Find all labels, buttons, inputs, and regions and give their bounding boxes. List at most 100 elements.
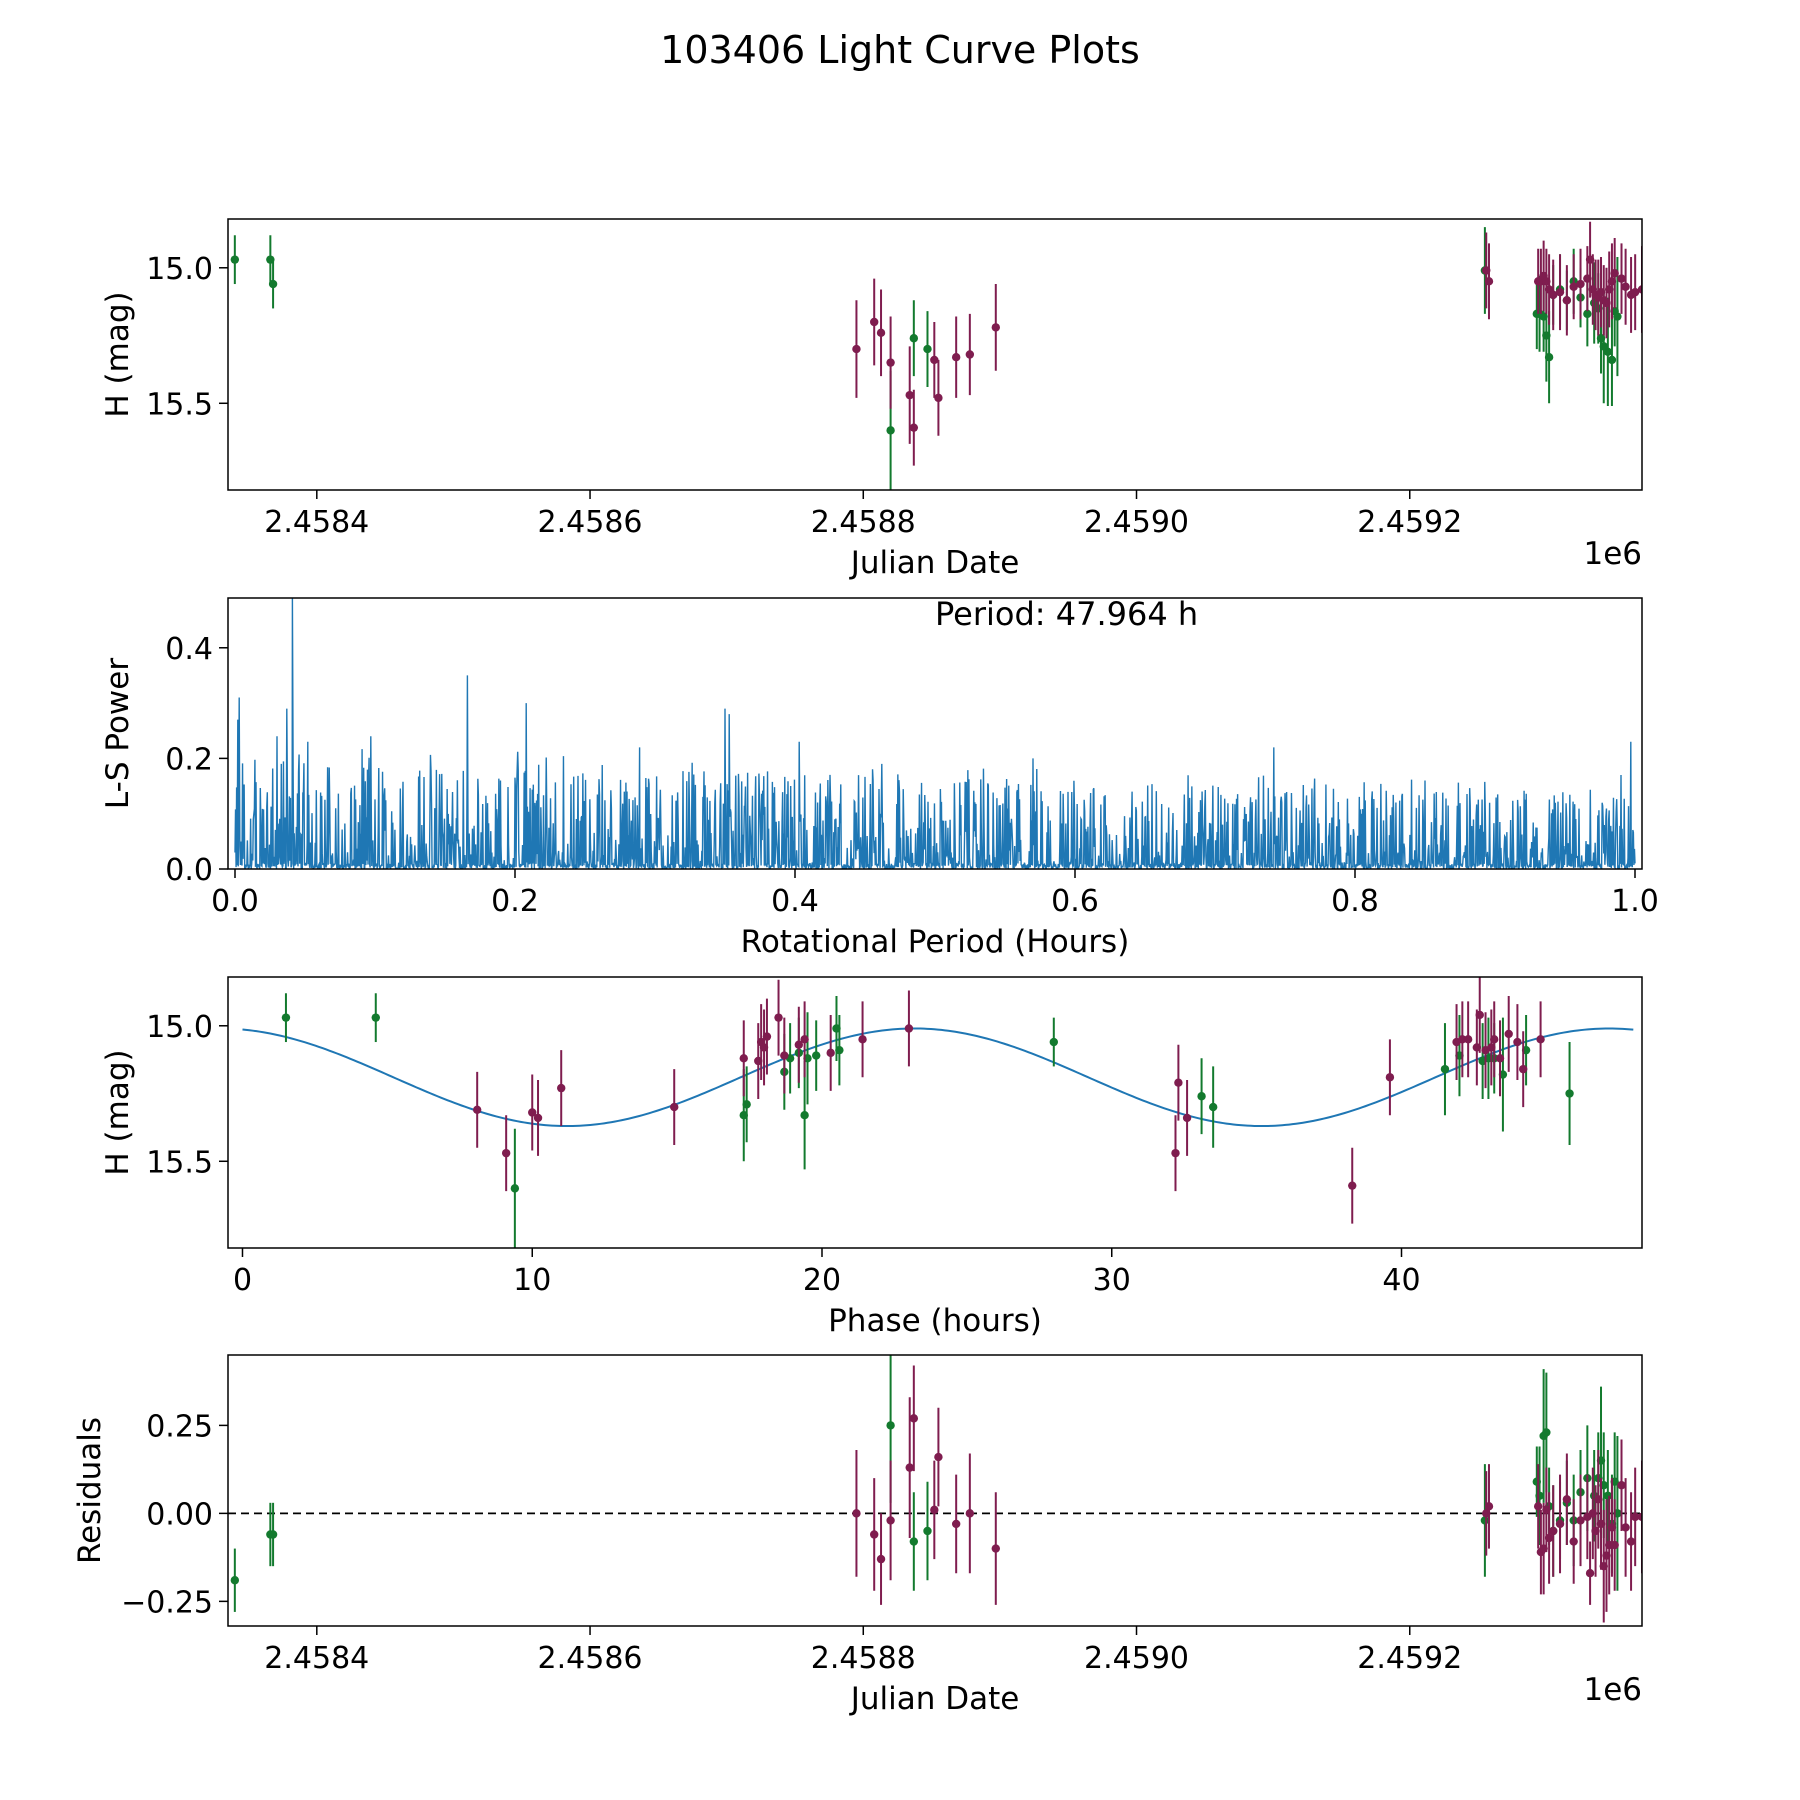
purple-data-point (1637, 1512, 1642, 1522)
purple-data-point (991, 1544, 1000, 1553)
chart-4-xtick-label: 2.4584 (264, 1641, 369, 1676)
purple-data-point (794, 1040, 804, 1049)
green-data-point (886, 426, 895, 435)
purple-data-point (472, 1105, 482, 1114)
chart-2-xlabel: Rotational Period (Hours) (741, 924, 1130, 960)
green-data-point (1542, 1428, 1551, 1437)
chart-2-xtick-label: 0.2 (491, 884, 539, 919)
chart-2-xtick-label: 0.8 (1331, 884, 1379, 919)
green-data-point (1603, 347, 1613, 356)
green-data-point (1565, 1089, 1574, 1098)
purple-data-point (951, 353, 961, 362)
purple-data-point (780, 1051, 789, 1060)
purple-data-point (1610, 1540, 1619, 1550)
purple-data-point (1536, 1035, 1545, 1044)
green-data-point (1544, 353, 1554, 362)
green-data-point (281, 1013, 291, 1022)
chart-2-plot-area (234, 598, 1636, 869)
chart-3-xtick-label: 30 (1093, 1263, 1131, 1298)
green-data-point (1440, 1064, 1450, 1074)
purple-data-point (1463, 1035, 1473, 1044)
green-data-point (1197, 1092, 1206, 1101)
purple-data-point (1630, 1512, 1640, 1522)
purple-data-point (1519, 1064, 1528, 1074)
chart-2-ylabel: L-S Power (100, 658, 136, 809)
chart-3-ytick-label: 15.5 (146, 1145, 213, 1180)
chart-2-xtick-label: 1.0 (1611, 884, 1659, 919)
purple-data-point (1555, 287, 1565, 297)
green-data-point (1208, 1102, 1218, 1112)
purple-data-point (1495, 1054, 1505, 1063)
purple-data-point (1576, 279, 1585, 289)
chart-1-ytick-label: 15.5 (146, 387, 213, 422)
period-annotation: Period: 47.964 h (935, 595, 1198, 633)
purple-data-point (1174, 1078, 1183, 1087)
purple-data-point (1617, 274, 1626, 283)
purple-data-point (1562, 296, 1572, 305)
purple-data-point (1533, 1502, 1543, 1511)
purple-data-point (1555, 1519, 1565, 1529)
purple-data-point (762, 1032, 772, 1041)
chart-3-plot-area (242, 977, 1634, 1248)
purple-data-point (1548, 290, 1558, 300)
chart-4-plot-area (228, 1355, 1642, 1623)
purple-data-point (826, 1048, 835, 1058)
chart-2-ytick-label: 0.4 (165, 632, 213, 667)
chart-1-ytick-label: 15.0 (146, 252, 213, 287)
purple-data-point (870, 1530, 879, 1539)
purple-data-point (905, 1463, 914, 1472)
purple-data-point (528, 1108, 537, 1117)
purple-data-point (909, 1414, 919, 1423)
chart-2-ytick-label: 0.0 (165, 853, 213, 888)
purple-data-point (1637, 285, 1642, 294)
chart-3-xtick-label: 20 (803, 1263, 841, 1298)
chart-3-xtick-label: 0 (233, 1263, 252, 1298)
chart-4-frame (227, 1354, 1643, 1627)
chart-4-offset-label: 1e6 (1583, 1672, 1642, 1708)
green-data-point (1480, 1516, 1490, 1525)
purple-data-point (1569, 1537, 1578, 1546)
green-data-point (909, 334, 919, 343)
green-data-point (1535, 1491, 1544, 1500)
purple-data-point (1585, 1569, 1595, 1578)
green-data-point (742, 1100, 751, 1109)
green-data-point (230, 255, 240, 264)
purple-data-point (1544, 1533, 1554, 1543)
chart-1-xlabel: Julian Date (849, 545, 1020, 581)
model-curve (242, 1027, 1634, 1128)
purple-data-point (876, 328, 886, 338)
purple-data-point (965, 1509, 975, 1518)
green-data-point (835, 1045, 844, 1055)
green-data-point (1583, 309, 1592, 319)
purple-data-point (1610, 269, 1619, 278)
purple-data-point (904, 1024, 914, 1033)
purple-data-point (670, 1102, 679, 1112)
chart-4-ylabel: Residuals (72, 1417, 108, 1564)
green-data-point (268, 1530, 278, 1539)
green-data-point (923, 344, 932, 354)
purple-data-point (934, 1452, 943, 1462)
chart-1-frame (227, 218, 1643, 491)
green-data-point (1613, 312, 1622, 321)
chart-3-xlabel: Phase (hours) (828, 1303, 1042, 1339)
chart-3-frame (227, 976, 1643, 1249)
purple-data-point (1548, 1526, 1558, 1536)
chart-4-xtick-label: 2.4586 (538, 1641, 643, 1676)
purple-data-point (1182, 1113, 1192, 1123)
purple-data-point (1569, 282, 1578, 291)
purple-data-point (1626, 1537, 1636, 1546)
chart-1-offset-label: 1e6 (1583, 536, 1642, 572)
purple-data-point (1576, 1516, 1585, 1525)
green-data-point (371, 1013, 380, 1022)
purple-data-point (1385, 1073, 1395, 1082)
purple-data-point (1490, 1035, 1499, 1044)
green-data-point (268, 279, 278, 289)
chart-4-xtick-label: 2.4588 (811, 1641, 916, 1676)
purple-data-point (870, 317, 879, 327)
green-data-point (812, 1051, 821, 1060)
purple-data-point (1617, 1481, 1626, 1490)
purple-data-point (858, 1035, 867, 1044)
chart-4-xtick-label: 2.4590 (1084, 1641, 1189, 1676)
chart-4-ytick-label: −0.25 (121, 1585, 213, 1620)
figure-title: 103406 Light Curve Plots (660, 28, 1140, 72)
